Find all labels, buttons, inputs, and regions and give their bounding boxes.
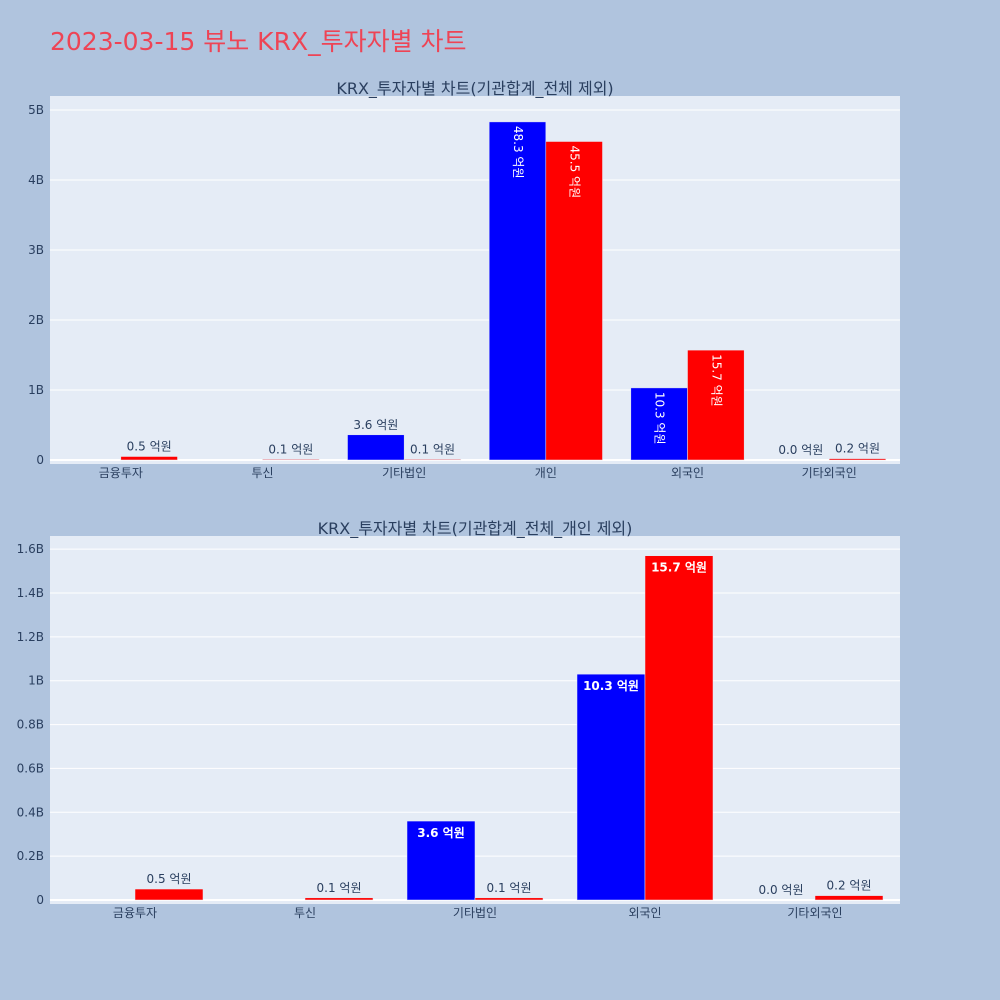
data-label: 3.6 억원 [417, 826, 465, 840]
x-tick-label: 금융투자 [99, 466, 143, 480]
data-label: 0.2 억원 [835, 442, 880, 456]
bar [120, 456, 178, 461]
y-tick-label: 5B [28, 103, 44, 117]
data-label: 48.3 억원 [511, 126, 525, 179]
data-label: 45.5 억원 [568, 146, 582, 199]
x-tick-label: 기타외국인 [787, 906, 842, 920]
data-label: 0.5 억원 [127, 440, 172, 454]
x-tick-label: 금융투자 [113, 906, 157, 920]
x-tick-label: 투신 [294, 906, 316, 920]
x-tick-label: 기타법인 [382, 466, 426, 480]
bar [828, 458, 887, 461]
data-label: 0.5 억원 [147, 872, 192, 886]
data-label: 10.3 억원 [653, 392, 667, 445]
data-label: 3.6 억원 [353, 418, 398, 432]
data-label: 0.1 억원 [268, 442, 313, 456]
data-label: 0.2 억원 [827, 879, 872, 893]
x-tick-label: 외국인 [671, 466, 704, 480]
chart-top: 0 1B 2B 3B 4B 5B KRX_투자자별 차트(기관합계_전체 제외) 금융투자 0.… [28, 79, 900, 480]
y-tick-label: 2B [28, 313, 44, 327]
data-label: 15.7 억원 [651, 561, 707, 575]
bar [630, 387, 688, 461]
y-tick-label: 0.2B [17, 849, 44, 863]
bar [644, 555, 714, 901]
y-tick-label: 1B [28, 674, 44, 688]
bar [403, 459, 462, 461]
bar [134, 888, 204, 901]
bar [347, 434, 405, 461]
bar [545, 141, 603, 461]
data-label: 15.7 억원 [709, 354, 723, 407]
bar [304, 897, 374, 901]
x-tick-label: 개인 [535, 466, 557, 480]
y-tick-label: 0.4B [17, 805, 44, 819]
x-tick-label: 기타외국인 [802, 466, 857, 480]
chart-bottom: 0 0.2B 0.4B 0.6B 0.8B 1B 1.2B 1.4B 1.6B KRX_투자자별 … [17, 519, 900, 920]
bar [474, 897, 544, 901]
bar [406, 820, 476, 901]
y-tick-label: 1.6B [17, 542, 44, 556]
y-tick-label: 0 [36, 893, 44, 907]
y-tick-label: 3B [28, 243, 44, 257]
y-tick-label: 1.4B [17, 586, 44, 600]
y-tick-label: 4B [28, 173, 44, 187]
data-label: 0.1 억원 [317, 881, 362, 895]
plot-area [50, 96, 900, 464]
bar [814, 895, 884, 901]
data-label: 0.0 억원 [778, 443, 823, 457]
bar [687, 349, 745, 461]
y-tick-label: 1.2B [17, 630, 44, 644]
x-tick-label: 투신 [251, 466, 273, 480]
x-tick-label: 외국인 [628, 906, 661, 920]
data-label: 0.1 억원 [487, 881, 532, 895]
x-tick-label: 기타법인 [453, 906, 497, 920]
page-title: 2023-03-15 뷰노 KRX_투자자별 차트 [50, 27, 467, 56]
y-tick-label: 0 [36, 453, 44, 467]
y-tick-label: 0.8B [17, 718, 44, 732]
bar [262, 459, 320, 461]
data-label: 0.0 억원 [759, 883, 804, 897]
bar [576, 673, 646, 901]
y-tick-label: 0.6B [17, 761, 44, 775]
y-tick-label: 1B [28, 383, 44, 397]
data-label: 0.1 억원 [410, 442, 455, 456]
chart-title: KRX_투자자별 차트(기관합계_전체 제외) [336, 79, 613, 99]
chart-title: KRX_투자자별 차트(기관합계_전체_개인 제외) [318, 519, 633, 539]
data-label: 10.3 억원 [583, 679, 639, 693]
